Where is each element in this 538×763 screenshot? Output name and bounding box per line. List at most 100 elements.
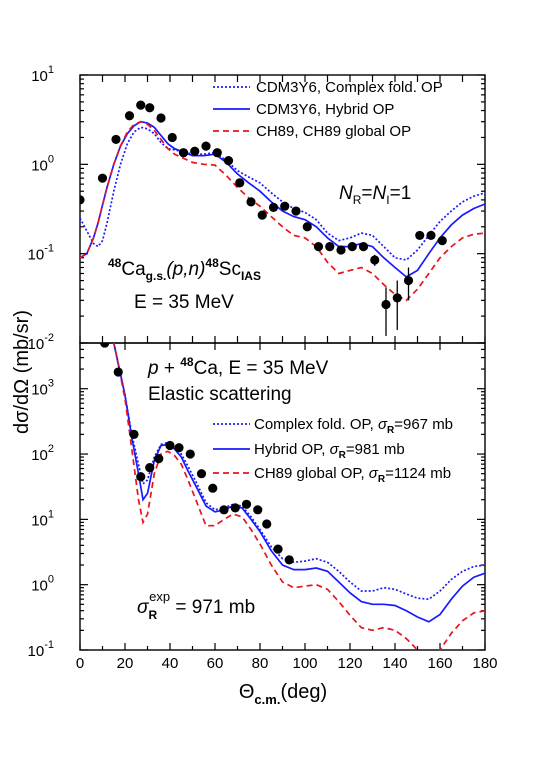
elastic-reaction-label: p + 48Ca, E = 35 MeV bbox=[147, 355, 329, 379]
data-point bbox=[381, 299, 391, 310]
data-point bbox=[358, 241, 369, 252]
series-line bbox=[80, 120, 485, 278]
data-point bbox=[185, 449, 195, 459]
subtitle: Elastic scattering bbox=[148, 384, 292, 405]
text-span: = bbox=[361, 183, 372, 204]
x-tick-label: 140 bbox=[382, 655, 407, 672]
text-span: -1 bbox=[44, 243, 54, 255]
text-span: R bbox=[339, 450, 347, 461]
text-span: Ca, bbox=[194, 358, 229, 379]
reaction-label: 48Cag.s.(p,n)48ScIAS bbox=[108, 256, 261, 283]
legend-label: CH89 global OP, σR=1124 mb bbox=[254, 465, 451, 485]
text-span: E = 35 MeV bbox=[228, 358, 328, 379]
y-tick-label: 102 bbox=[31, 443, 54, 464]
data-point bbox=[235, 178, 245, 188]
text-span: N bbox=[339, 183, 353, 204]
y-tick-label: 10-1 bbox=[28, 639, 54, 660]
text-span: 10 bbox=[31, 382, 48, 399]
legend-label: Hybrid OP, σR=981 mb bbox=[254, 441, 405, 461]
data-point bbox=[313, 241, 324, 252]
text-span: =981 mb bbox=[346, 441, 405, 458]
x-tick-label: 20 bbox=[117, 655, 134, 672]
y-minor-ticks bbox=[80, 78, 485, 317]
text-span: = 971 mb bbox=[170, 597, 255, 618]
legend-label: CDM3Y6, Complex fold. OP bbox=[256, 79, 443, 96]
text-span: 1 bbox=[48, 508, 54, 520]
data-point bbox=[273, 544, 283, 554]
x-tick-label: 120 bbox=[337, 655, 362, 672]
text-span: c.m. bbox=[254, 692, 280, 707]
data-point bbox=[165, 440, 175, 451]
legend-label: CDM3Y6, Hybrid OP bbox=[256, 101, 394, 118]
data-point bbox=[100, 343, 110, 348]
text-span: σ bbox=[369, 465, 379, 482]
x-tick-label: 40 bbox=[162, 655, 179, 672]
data-point bbox=[201, 141, 211, 151]
text-span: (deg) bbox=[280, 681, 327, 703]
data-point bbox=[262, 519, 272, 529]
text-span: Θ bbox=[239, 681, 255, 703]
text-span: 0 bbox=[48, 574, 54, 586]
data-point bbox=[437, 236, 447, 246]
series-line bbox=[112, 343, 485, 650]
data-point bbox=[336, 245, 346, 255]
data-point bbox=[97, 173, 108, 183]
text-span: R bbox=[353, 193, 362, 207]
y-tick-label: 103 bbox=[31, 378, 54, 399]
text-span: Sc bbox=[219, 259, 241, 280]
text-span: σ bbox=[137, 597, 150, 618]
legend-label: Complex fold. OP, σR=967 mb bbox=[254, 416, 453, 436]
text-span: -1 bbox=[44, 639, 54, 651]
data-point bbox=[241, 499, 252, 509]
data-point bbox=[111, 134, 121, 145]
y-tick-label: 101 bbox=[31, 508, 54, 529]
data-point bbox=[403, 275, 414, 286]
data-point bbox=[426, 230, 436, 241]
data-point bbox=[347, 241, 357, 252]
text-span: 10 bbox=[31, 578, 48, 595]
text-span: 0 bbox=[48, 153, 54, 165]
data-point bbox=[124, 111, 135, 121]
text-span: p bbox=[147, 358, 159, 379]
x-tick-label: 180 bbox=[472, 655, 497, 672]
text-span: N bbox=[373, 183, 387, 204]
data-point bbox=[174, 443, 184, 453]
text-span: Hybrid OP, bbox=[254, 441, 330, 458]
data-point bbox=[178, 148, 189, 158]
x-tick-label: 80 bbox=[252, 655, 269, 672]
text-span: Complex fold. OP, bbox=[254, 416, 378, 433]
text-span: -2 bbox=[44, 332, 54, 344]
data-point bbox=[80, 195, 85, 205]
x-tick-label: 100 bbox=[292, 655, 317, 672]
data-point bbox=[325, 241, 335, 252]
legend-label: CH89, CH89 global OP bbox=[256, 123, 411, 140]
y-axis-label: dσ/dΩ (mb/sr) bbox=[11, 310, 33, 434]
text-span: =1 bbox=[390, 183, 412, 204]
x-tick-label: 0 bbox=[76, 655, 84, 672]
y-tick-label: 100 bbox=[31, 153, 54, 174]
data-point bbox=[113, 367, 123, 377]
text-span: CH89 global OP, bbox=[254, 465, 369, 482]
data-point bbox=[212, 148, 222, 158]
text-span: σ bbox=[330, 441, 340, 458]
x-tick-label: 160 bbox=[427, 655, 452, 672]
text-span: 48 bbox=[205, 256, 219, 270]
curves bbox=[80, 100, 485, 336]
data-point bbox=[190, 146, 200, 156]
series-line bbox=[80, 120, 485, 302]
nr-ni-annotation: NR=NI=1 bbox=[339, 183, 411, 207]
data-point bbox=[223, 156, 234, 166]
data-point bbox=[145, 463, 155, 473]
text-span: 48 bbox=[108, 256, 122, 270]
text-span: σ bbox=[378, 416, 388, 433]
data-point bbox=[268, 202, 279, 212]
energy-label: E = 35 MeV bbox=[134, 292, 234, 313]
text-span: (p,n) bbox=[166, 259, 205, 280]
text-span: 10 bbox=[31, 157, 48, 174]
x-tick-label: 60 bbox=[207, 655, 224, 672]
text-span: 3 bbox=[48, 378, 54, 390]
data-point bbox=[230, 503, 240, 513]
y-tick-label: 101 bbox=[31, 64, 54, 85]
series-line bbox=[112, 343, 485, 601]
